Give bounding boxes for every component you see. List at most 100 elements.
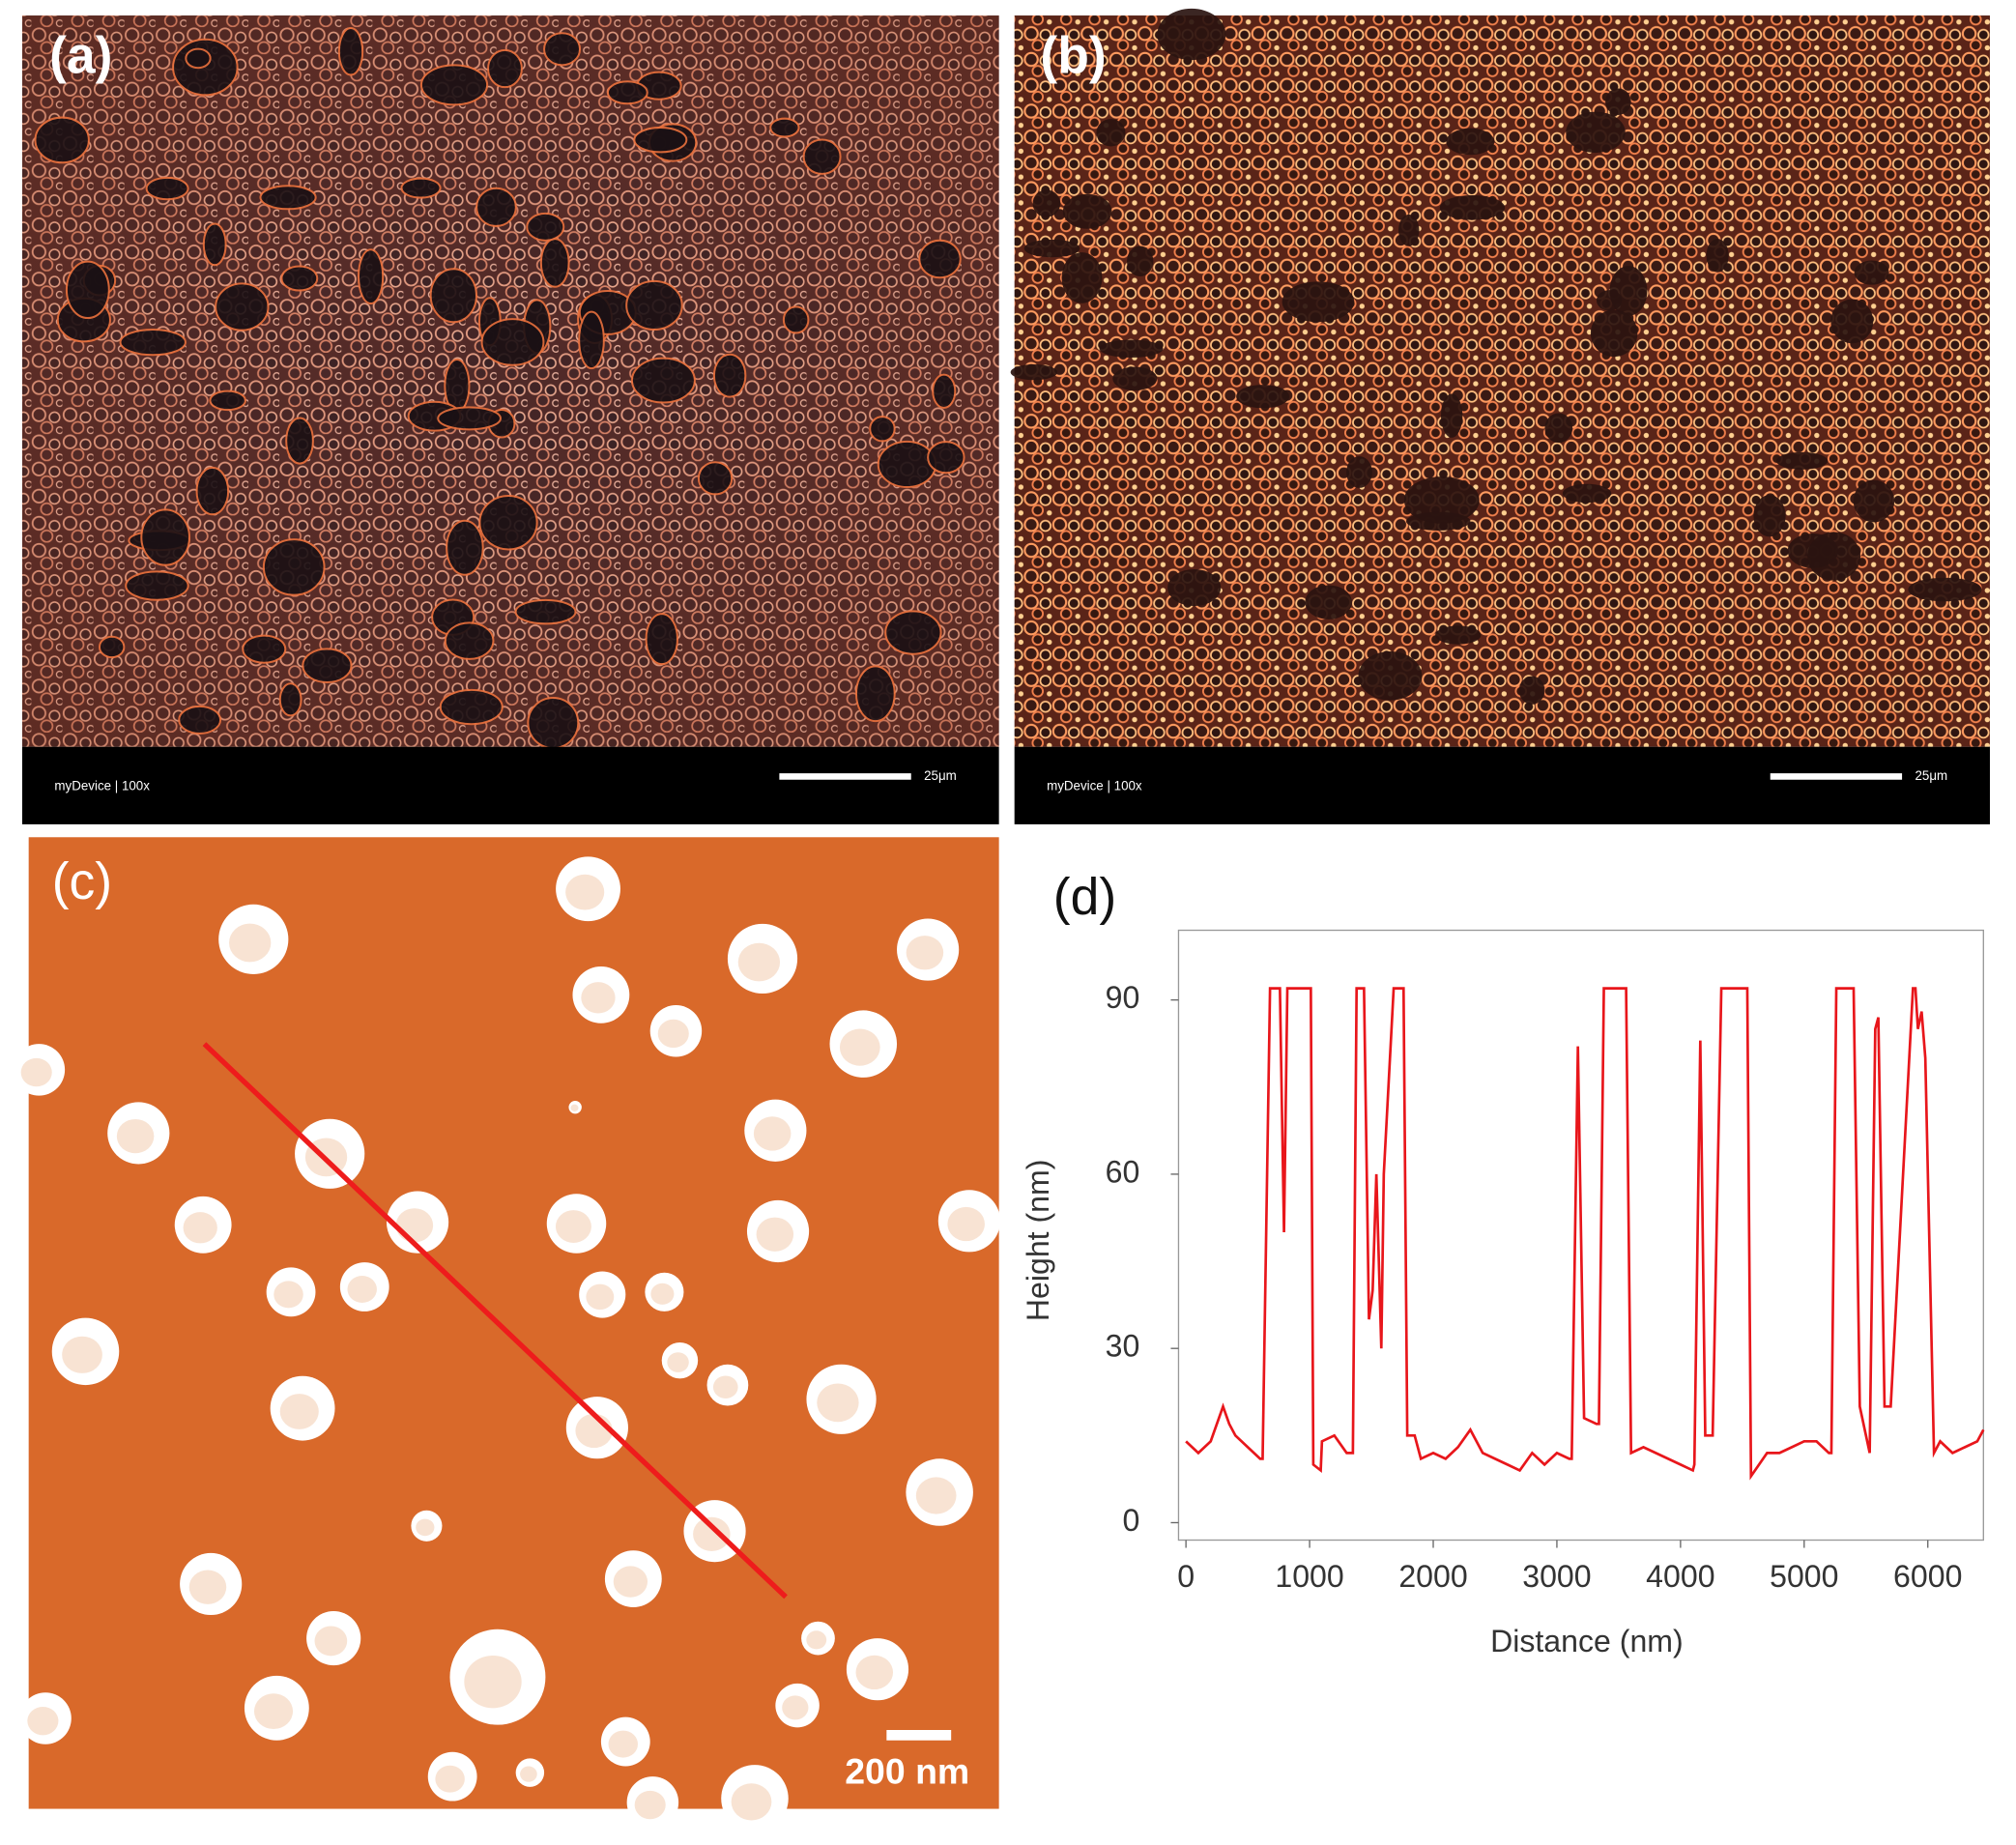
domain: [1446, 128, 1495, 156]
domain: [1908, 577, 1982, 602]
particle-core: [279, 1394, 319, 1429]
x-tick-label: 3000: [1522, 1559, 1591, 1594]
particle-core: [839, 1028, 880, 1066]
panel-label: (a): [49, 28, 112, 85]
domain: [1403, 476, 1480, 524]
x-tick-label: 4000: [1646, 1559, 1714, 1594]
particle-core: [570, 1104, 579, 1112]
particle-core: [435, 1765, 465, 1793]
domain: [439, 688, 504, 726]
particle-core: [608, 1730, 638, 1758]
particle-core: [116, 1118, 155, 1154]
micrograph: [1014, 15, 1990, 747]
domain: [1112, 366, 1158, 391]
dark-domains: [1010, 8, 1982, 705]
domain: [262, 538, 326, 596]
domain: [1753, 495, 1786, 537]
domain: [280, 265, 319, 292]
particle-core: [581, 982, 616, 1014]
domain: [712, 353, 747, 398]
domain: [215, 282, 270, 332]
domain: [185, 47, 212, 70]
domain: [1853, 479, 1895, 523]
domain: [172, 38, 239, 97]
domain: [1439, 195, 1506, 220]
domain: [242, 634, 287, 664]
micrograph-tint: [21, 15, 999, 747]
domain: [769, 117, 800, 138]
domain: [869, 416, 896, 443]
domain: [1062, 193, 1112, 229]
domain: [1398, 214, 1420, 246]
domain: [1830, 299, 1874, 344]
panel-d: (d) Distance (nm) Height (nm) 0 30 60 90 0 10…: [1021, 869, 1985, 1658]
x-tick-label: 6000: [1893, 1559, 1962, 1594]
domain: [802, 138, 842, 175]
domain: [1157, 8, 1226, 61]
domain: [526, 212, 565, 242]
domain: [1167, 568, 1222, 607]
x-tick-label: 0: [1177, 1559, 1195, 1594]
domain: [1127, 245, 1154, 277]
domain: [125, 570, 189, 601]
particle-core: [806, 1630, 827, 1650]
particle-core: [634, 1790, 666, 1820]
x-tick-label: 2000: [1398, 1559, 1467, 1594]
domain: [1305, 585, 1352, 620]
domain: [209, 389, 246, 412]
profile-line: [1185, 987, 1985, 1481]
profile-line: [202, 1042, 788, 1600]
particle-core: [27, 1706, 59, 1736]
y-axis-label: Height (nm): [1021, 1160, 1055, 1322]
y-tick-label: 90: [1106, 980, 1140, 1015]
domain: [400, 177, 442, 199]
domain: [1609, 266, 1648, 316]
scale-label: 25μm: [1915, 768, 1947, 783]
info-bar: [21, 746, 999, 824]
domain: [487, 48, 523, 89]
domain: [625, 279, 683, 332]
domain: [1358, 650, 1423, 701]
domain: [918, 239, 962, 279]
domain: [1590, 309, 1638, 358]
domain: [34, 116, 90, 164]
particle-core: [347, 1276, 377, 1303]
domain: [1605, 88, 1631, 115]
y-tick-label: 0: [1123, 1503, 1140, 1538]
particle-core: [274, 1281, 303, 1309]
domain: [645, 613, 679, 666]
particle-core: [586, 1283, 615, 1311]
domain: [539, 238, 570, 288]
particle-core: [817, 1383, 859, 1423]
panel-b: (b) myDevice | 100x 25μm: [1010, 8, 1990, 824]
domain: [578, 310, 605, 370]
domain: [1282, 281, 1355, 323]
x-tick-label: 1000: [1275, 1559, 1343, 1594]
plot-frame: [1177, 929, 1984, 1542]
panel-label: (b): [1040, 28, 1106, 85]
domain: [1010, 364, 1058, 381]
x-axis-label: Distance (nm): [1490, 1624, 1684, 1658]
domain: [285, 417, 314, 465]
caption: myDevice | 100x: [54, 779, 150, 793]
particle-core: [555, 1210, 591, 1243]
particle-core: [915, 1477, 957, 1514]
domain: [65, 260, 110, 320]
domain: [1562, 483, 1612, 504]
particle-core: [650, 1283, 675, 1305]
domain: [1346, 456, 1372, 488]
domain: [932, 373, 957, 409]
domain: [119, 328, 187, 357]
particle-core: [464, 1655, 522, 1709]
domain: [429, 268, 478, 324]
domain: [543, 32, 582, 67]
panel-c: (c) 200 nm: [13, 837, 1000, 1832]
domain: [1236, 385, 1290, 409]
domain: [1775, 451, 1829, 470]
particle-core: [906, 936, 944, 970]
domain: [202, 222, 227, 267]
domain: [1518, 676, 1545, 705]
domain: [1096, 119, 1126, 147]
domain: [1566, 111, 1626, 154]
